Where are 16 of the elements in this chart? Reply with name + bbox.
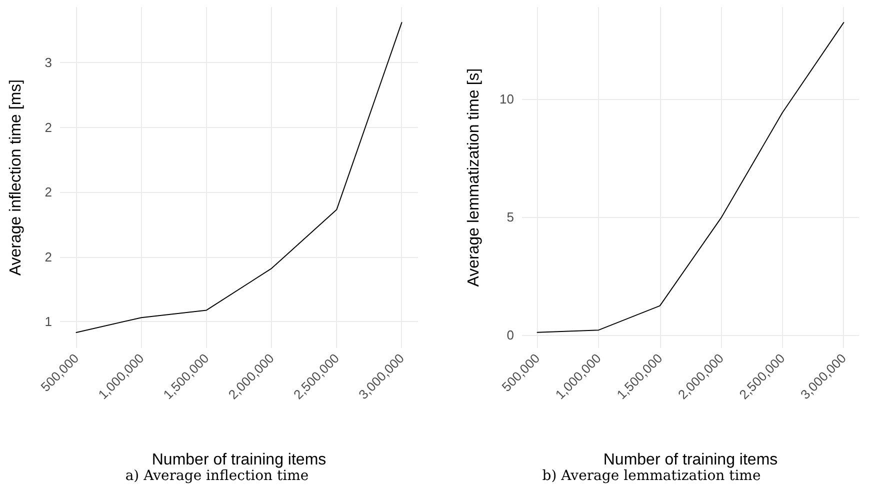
x-axis-title: Number of training items xyxy=(603,452,778,468)
line-series xyxy=(536,22,844,333)
text: b) Average lemmatization time xyxy=(542,468,761,484)
y-tick-label: 3 xyxy=(44,55,52,70)
y-axis-title: Average inflection time [ms] xyxy=(8,79,24,276)
y-tick-label: 5 xyxy=(506,209,514,224)
y-tick-label: 2 xyxy=(44,249,52,264)
y-tick-label: 10 xyxy=(500,91,514,106)
y-tick-label: 1 xyxy=(44,314,52,329)
x-axis-title: Number of training items xyxy=(152,452,326,468)
y-tick-label: 2 xyxy=(44,184,52,200)
y-axis-title: Average lemmatization time [s] xyxy=(466,68,482,287)
y-tick-label: 0 xyxy=(506,327,514,342)
text: a) Average inflection time xyxy=(125,468,309,484)
line-series xyxy=(76,22,402,333)
y-tick-label: 2 xyxy=(44,120,52,135)
